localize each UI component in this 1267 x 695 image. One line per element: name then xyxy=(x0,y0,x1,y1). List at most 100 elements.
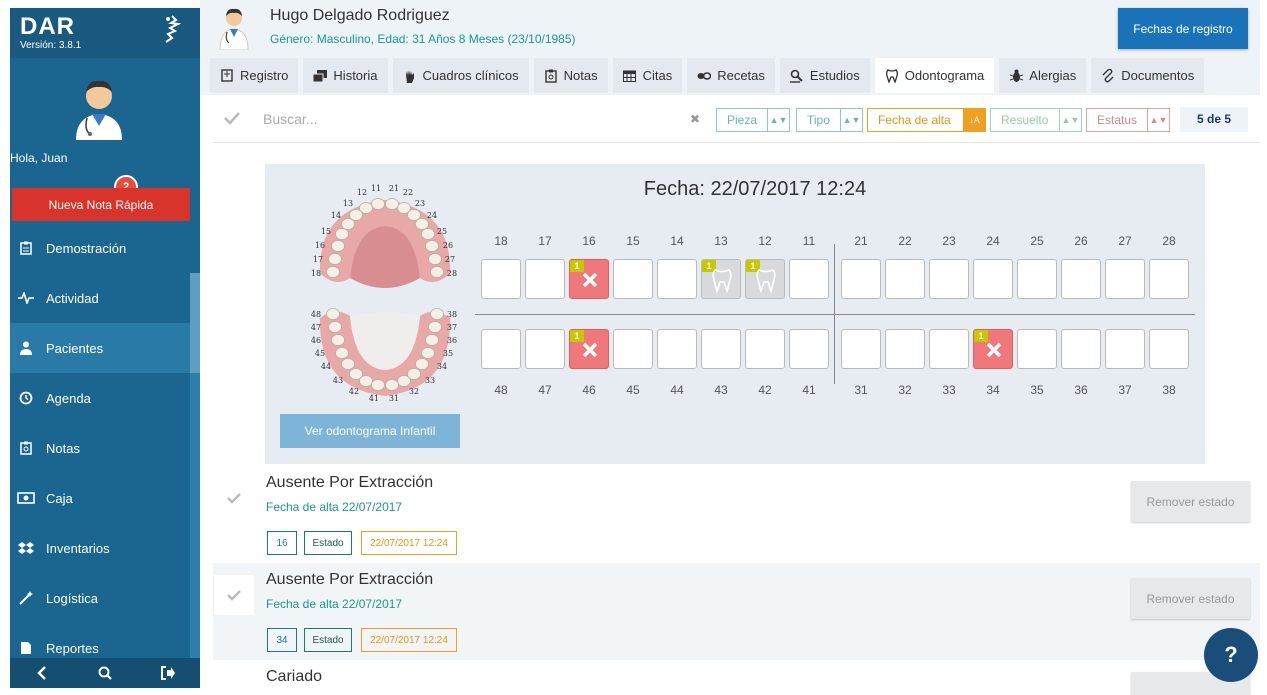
filter-resuelto[interactable]: Resuelto ▲▼ xyxy=(990,108,1082,132)
tooth-48[interactable] xyxy=(481,329,521,369)
history-icon xyxy=(313,69,328,83)
mouth-tooth-label: 31 xyxy=(389,394,399,403)
mouth-tooth-label: 46 xyxy=(311,336,321,345)
tooth-32[interactable] xyxy=(885,329,925,369)
sort-icon: ▲▼ xyxy=(767,109,789,131)
sidebar-item-caja[interactable]: Caja xyxy=(10,473,190,523)
tab-historia[interactable]: Historia xyxy=(303,58,388,93)
tooth-16[interactable]: 1 xyxy=(569,259,609,299)
tooth-35[interactable] xyxy=(1017,329,1057,369)
sidebar-item-notas[interactable]: Notas xyxy=(10,423,190,473)
sidebar-item-reportes[interactable]: Reportes xyxy=(10,623,190,673)
mouth-tooth xyxy=(326,308,340,320)
tab-citas[interactable]: Citas xyxy=(612,58,683,93)
remove-state-button[interactable]: Remover estado xyxy=(1131,578,1250,619)
tooth-21[interactable] xyxy=(841,259,881,299)
sidebar-item-demostracion[interactable]: Demostración xyxy=(10,223,190,273)
mouth-tooth xyxy=(430,266,444,278)
tooth-46[interactable]: 1 xyxy=(569,329,609,369)
search-icon[interactable] xyxy=(90,662,120,684)
tooth-23[interactable] xyxy=(929,259,969,299)
mouth-tooth xyxy=(407,368,421,380)
sidebar-item-agenda[interactable]: Agenda xyxy=(10,373,190,423)
register-icon xyxy=(220,69,234,83)
mouth-tooth xyxy=(349,209,363,221)
clear-search-icon[interactable]: ✖ xyxy=(690,112,701,126)
finding-check[interactable] xyxy=(214,478,254,518)
tooth-45[interactable] xyxy=(613,329,653,369)
mouth-tooth-label: 24 xyxy=(427,211,437,220)
finding-check[interactable] xyxy=(214,575,254,615)
tooth-31[interactable] xyxy=(841,329,881,369)
logout-icon[interactable] xyxy=(153,662,183,684)
tooth-18[interactable] xyxy=(481,259,521,299)
quick-note-button[interactable]: Nueva Nota Rápida xyxy=(12,188,190,221)
filter-tipo[interactable]: Tipo ▲▼ xyxy=(796,108,863,132)
tab-recetas[interactable]: Recetas xyxy=(687,58,775,93)
mouth-tooth xyxy=(371,198,385,210)
filter-label: Fecha de alta xyxy=(878,113,951,127)
tooth-41[interactable] xyxy=(789,329,829,369)
tooth-36[interactable] xyxy=(1061,329,1101,369)
sidebar-item-pacientes[interactable]: Pacientes xyxy=(10,323,190,373)
sidebar-item-logistica[interactable]: Logística xyxy=(10,573,190,623)
mouth-tooth-label: 42 xyxy=(349,387,359,396)
tooth-33[interactable] xyxy=(929,329,969,369)
tooth-11[interactable] xyxy=(789,259,829,299)
mouth-tooth xyxy=(359,202,373,214)
tooth-14[interactable] xyxy=(657,259,697,299)
remove-state-button[interactable]: Remover estado xyxy=(1131,481,1250,522)
tooth-15[interactable] xyxy=(613,259,653,299)
tab-registro[interactable]: Registro xyxy=(210,58,299,93)
sidebar-item-label: Inventarios xyxy=(46,540,110,556)
tooth-42[interactable] xyxy=(745,329,785,369)
tab-cuadros-clinicos[interactable]: Cuadros clínicos xyxy=(392,58,529,93)
mouth-tooth xyxy=(415,218,429,230)
tooth-22[interactable] xyxy=(885,259,925,299)
tab-odontograma[interactable]: Odontograma xyxy=(874,58,995,93)
help-button[interactable]: ? xyxy=(1204,628,1258,682)
tab-alergias[interactable]: Alergias xyxy=(999,58,1087,93)
tooth-28[interactable] xyxy=(1149,259,1189,299)
sidebar-scroll-thumb[interactable] xyxy=(190,273,200,373)
tooth-34[interactable]: 1 xyxy=(973,329,1013,369)
search-input[interactable] xyxy=(263,107,663,131)
user-avatar[interactable] xyxy=(70,76,128,140)
filter-label: Estatus xyxy=(1097,113,1138,127)
filter-fecha-alta[interactable]: Fecha de alta ↓A xyxy=(867,108,986,132)
mouth-tooth xyxy=(385,379,399,391)
sidebar-scrollbar[interactable] xyxy=(190,273,200,658)
tooth-24[interactable] xyxy=(973,259,1013,299)
filter-pieza[interactable]: Pieza ▲▼ xyxy=(716,108,790,132)
tooth-47[interactable] xyxy=(525,329,565,369)
tooth-37[interactable] xyxy=(1105,329,1145,369)
tooth-number: 17 xyxy=(538,234,552,248)
tooth-17[interactable] xyxy=(525,259,565,299)
tab-documentos[interactable]: Documentos xyxy=(1091,58,1205,93)
tooth-43[interactable] xyxy=(701,329,741,369)
mouth-diagram: 11 21 12 22 13 23 14 24 15 25 16 26 17 27 18 28 48 38 47 37… xyxy=(311,184,457,403)
wand-icon xyxy=(16,590,36,606)
tooth-12[interactable]: 1 xyxy=(745,259,785,299)
register-dates-button[interactable]: Fechas de registro xyxy=(1118,8,1248,49)
tooth-13[interactable]: 1 xyxy=(701,259,741,299)
tooth-38[interactable] xyxy=(1149,329,1189,369)
tooth-26[interactable] xyxy=(1061,259,1101,299)
check-icon[interactable] xyxy=(223,110,241,126)
dropbox-icon xyxy=(16,540,36,556)
infant-odontogram-button[interactable]: Ver odontograma Infantil xyxy=(280,414,460,448)
sidebar-item-actividad[interactable]: Actividad xyxy=(10,273,190,323)
tab-notas[interactable]: Notas xyxy=(533,58,608,93)
tooth-number: 12 xyxy=(758,234,772,248)
tooth-number: 24 xyxy=(986,234,1000,248)
tab-label: Notas xyxy=(563,68,598,83)
tab-estudios[interactable]: Estudios xyxy=(779,58,870,93)
filter-estatus[interactable]: Estatus ▲▼ xyxy=(1086,108,1170,132)
tooth-44[interactable] xyxy=(657,329,697,369)
tooth-25[interactable] xyxy=(1017,259,1057,299)
chevron-left-icon[interactable] xyxy=(27,662,57,684)
tooth-27[interactable] xyxy=(1105,259,1145,299)
sidebar-item-inventarios[interactable]: Inventarios xyxy=(10,523,190,573)
mouth-tooth xyxy=(371,379,385,391)
finding-title: Ausente Por Extracción xyxy=(266,474,434,491)
